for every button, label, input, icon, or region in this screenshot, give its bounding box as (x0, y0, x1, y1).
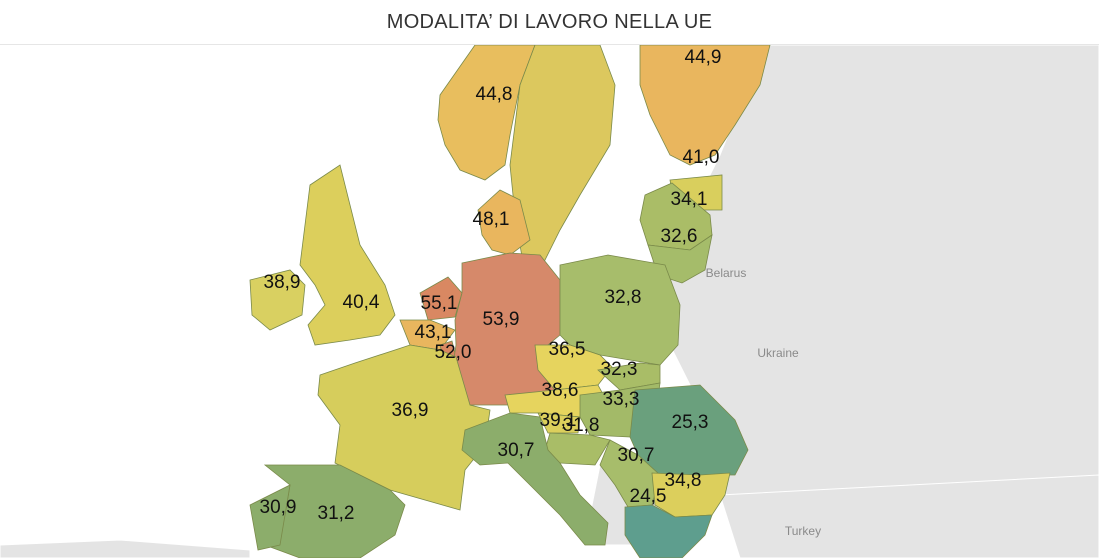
land-africa (0, 539, 251, 558)
value-germany: 53,9 (483, 309, 520, 330)
land-turkey (719, 474, 1099, 558)
region-finland[interactable] (639, 45, 771, 166)
value-finland: 44,9 (685, 47, 722, 68)
region-bulgaria[interactable] (651, 472, 731, 518)
choropleth-map[interactable]: Belarus Ukraine Turkey 44,8 44,9 41,0 34… (0, 44, 1099, 558)
value-belgium: 43,1 (415, 322, 452, 343)
value-norway: 44,8 (476, 84, 513, 105)
value-romania: 25,3 (672, 412, 709, 433)
label-ukraine: Ukraine (757, 346, 799, 360)
label-turkey: Turkey (785, 524, 821, 538)
label-belarus: Belarus (706, 266, 747, 280)
region-portugal[interactable] (249, 484, 291, 551)
region-greece[interactable] (624, 504, 713, 558)
value-france: 36,9 (392, 400, 429, 421)
value-bulgaria: 34,8 (665, 470, 702, 491)
value-serbia: 30,7 (618, 445, 655, 466)
value-czechia: 36,5 (549, 339, 586, 360)
value-croatia: 31,8 (563, 415, 600, 436)
region-denmark[interactable] (477, 189, 531, 256)
value-poland: 32,8 (605, 287, 642, 308)
value-slovenia: 39,1 (540, 410, 577, 431)
value-spain: 31,2 (318, 503, 355, 524)
map-title: MODALITA’ DI LAVORO NELLA UE (386, 11, 713, 33)
region-italy[interactable] (461, 412, 609, 546)
value-luxembourg: 52,0 (435, 342, 472, 363)
value-ireland: 38,9 (264, 272, 301, 293)
value-estonia: 41,0 (683, 147, 720, 168)
value-greece: 24,5 (630, 486, 667, 507)
region-uk[interactable] (299, 164, 396, 346)
value-denmark: 48,1 (473, 209, 510, 230)
value-lithuania: 32,6 (661, 226, 698, 247)
value-latvia: 34,1 (671, 189, 708, 210)
value-netherlands: 55,1 (421, 293, 458, 314)
region-slovakia[interactable] (597, 362, 661, 391)
value-uk: 40,4 (343, 292, 380, 313)
value-slovakia: 32,3 (601, 359, 638, 380)
region-sweden[interactable] (509, 45, 616, 276)
value-hungary: 33,3 (603, 389, 640, 410)
region-belgium[interactable] (399, 319, 456, 351)
map-canvas[interactable]: Belarus Ukraine Turkey 44,8 44,9 41,0 34… (0, 45, 1099, 558)
region-ireland[interactable] (249, 269, 306, 331)
value-italy: 30,7 (498, 440, 535, 461)
region-slovenia[interactable] (537, 412, 581, 434)
value-austria: 38,6 (542, 380, 579, 401)
land-east (639, 45, 1099, 558)
region-norway[interactable] (437, 45, 536, 181)
value-portugal: 30,9 (260, 497, 297, 518)
